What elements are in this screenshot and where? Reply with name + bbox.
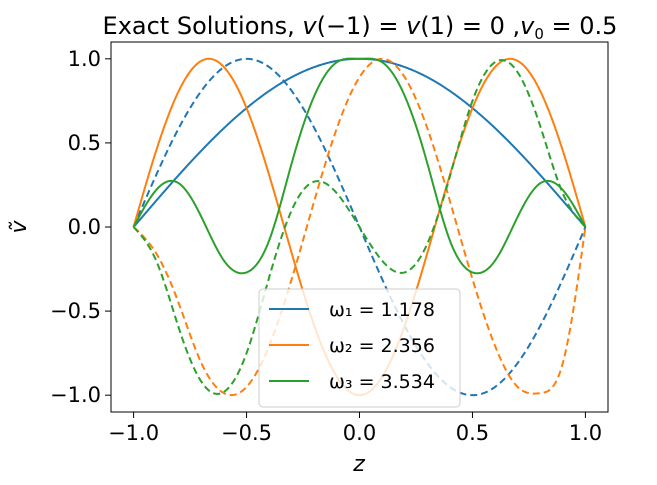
y-tick-label: 0.5 xyxy=(68,131,101,155)
legend-label: ω₂ = 2.356 xyxy=(329,335,435,357)
y-tick-label: −0.5 xyxy=(50,299,101,323)
y-tick-label: 1.0 xyxy=(68,47,101,71)
x-tick-label: 0.0 xyxy=(343,421,376,445)
y-axis-label: ṽ xyxy=(7,220,32,234)
series-line-1 xyxy=(132,57,587,228)
series-line-5 xyxy=(132,57,587,275)
series-line-6 xyxy=(132,59,587,395)
y-axis: −1.0 −0.5 0.0 0.5 1.0 xyxy=(50,47,111,407)
legend: ω₁ = 1.178 ω₂ = 2.356 ω₃ = 3.534 xyxy=(258,288,461,408)
x-tick-label: −0.5 xyxy=(221,421,272,445)
x-axis: −1.0 −0.5 0.0 0.5 1.0 xyxy=(108,412,602,445)
x-tick-label: −1.0 xyxy=(108,421,159,445)
y-tick-label: −1.0 xyxy=(50,383,101,407)
x-tick-label: 0.5 xyxy=(456,421,489,445)
x-axis-label: z xyxy=(352,452,365,477)
y-tick-label: 0.0 xyxy=(68,215,101,239)
legend-label: ω₃ = 3.534 xyxy=(329,371,435,393)
legend-box xyxy=(258,288,461,408)
legend-label: ω₁ = 1.178 xyxy=(329,299,435,321)
x-tick-label: 1.0 xyxy=(569,421,602,445)
chart-title: Exact Solutions, v(−1) = v(1) = 0 ,v0 = … xyxy=(103,12,618,43)
series-line-4 xyxy=(132,57,587,397)
